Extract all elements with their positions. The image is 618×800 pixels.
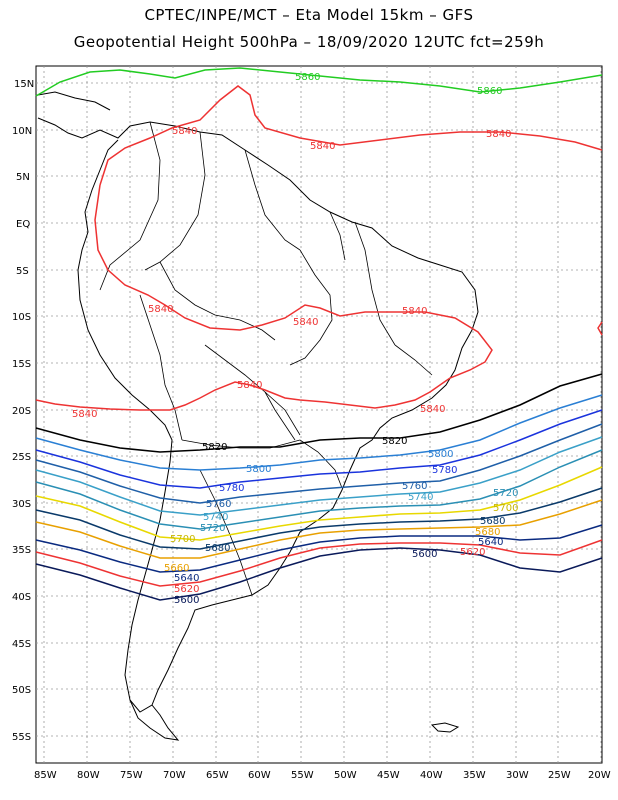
contour-5820 <box>35 373 603 453</box>
lat-label: 15S <box>12 359 31 370</box>
label-5860-a: 5860 <box>295 72 320 83</box>
contour-5660 <box>35 499 603 559</box>
map-title: CPTEC/INPE/MCT – Eta Model 15km – GFS <box>144 6 474 24</box>
lat-label: 50S <box>12 685 31 696</box>
lat-label: 45S <box>12 639 31 650</box>
label-5820-a: 5820 <box>202 442 227 453</box>
label-5840-b: 5840 <box>310 141 335 152</box>
label-5620-b: 5620 <box>460 547 485 558</box>
contour-5680 <box>35 487 603 550</box>
label-5800-a: 5800 <box>246 464 271 475</box>
label-5780-a: 5780 <box>219 483 244 494</box>
label-5640-a: 5640 <box>174 573 199 584</box>
label-5600-b: 5600 <box>412 549 437 560</box>
lat-label: 10N <box>12 126 32 137</box>
lat-label: 55S <box>12 732 31 743</box>
label-5840-e: 5840 <box>293 317 318 328</box>
lon-label: 55W <box>291 770 314 781</box>
lon-label: 85W <box>34 770 57 781</box>
map-subtitle: Geopotential Height 500hPa – 18/09/2020 … <box>73 33 545 51</box>
lon-label: 25W <box>548 770 571 781</box>
contour-5780 <box>35 409 603 489</box>
label-5840-d: 5840 <box>148 304 173 315</box>
map-frame <box>35 65 603 764</box>
label-5860-b: 5860 <box>477 86 502 97</box>
label-5840-g: 5840 <box>237 380 262 391</box>
lat-label: 20S <box>12 406 31 417</box>
contour-5840-north <box>35 184 493 411</box>
lon-label: 40W <box>420 770 443 781</box>
country-borders <box>99 121 433 596</box>
lon-label: 35W <box>463 770 486 781</box>
longitude-labels: 85W 80W 75W 70W 65W 60W 55W 50W 45W 40W … <box>34 770 611 781</box>
lat-label: 25S <box>12 452 31 463</box>
label-5700-a: 5700 <box>170 534 195 545</box>
lon-label: 45W <box>377 770 400 781</box>
label-5840-c: 5840 <box>486 129 511 140</box>
label-5720-b: 5720 <box>493 488 518 499</box>
lat-label: 35S <box>12 545 31 556</box>
lon-label: 50W <box>334 770 357 781</box>
lat-label: EQ <box>16 219 30 230</box>
contour-5800 <box>35 394 603 471</box>
coastline <box>37 91 479 741</box>
lon-label: 65W <box>206 770 229 781</box>
contour-5620 <box>35 539 603 587</box>
lon-label: 70W <box>163 770 186 781</box>
label-5820-b: 5820 <box>382 436 407 447</box>
label-5700-b: 5700 <box>493 503 518 514</box>
contour-5840-upper <box>99 85 603 186</box>
contour-5720 <box>35 449 603 530</box>
lat-label: 30S <box>12 499 31 510</box>
label-5840-f: 5840 <box>402 306 427 317</box>
lon-label: 80W <box>77 770 100 781</box>
contour-5840-edge <box>597 321 603 336</box>
lon-label: 60W <box>248 770 271 781</box>
label-5800-b: 5800 <box>428 449 453 460</box>
label-5660-b: 5680 <box>475 527 500 538</box>
contour-5760 <box>35 423 603 504</box>
label-5680-b: 5680 <box>480 516 505 527</box>
lat-label: 40S <box>12 592 31 603</box>
lat-label: 5S <box>16 266 29 277</box>
contour-5700 <box>35 466 603 541</box>
label-5840-a: 5840 <box>172 126 197 137</box>
lon-label: 30W <box>506 770 529 781</box>
contour-5860 <box>35 67 603 97</box>
label-5680-a: 5680 <box>205 543 230 554</box>
lat-label: 15N <box>14 79 34 90</box>
label-5840-h: 5840 <box>420 404 445 415</box>
lon-label: 20W <box>588 770 611 781</box>
contour-5600 <box>35 547 603 601</box>
label-5620-a: 5620 <box>174 584 199 595</box>
lat-label: 10S <box>12 312 31 323</box>
lat-label: 5N <box>16 172 30 183</box>
contour-5740 <box>35 436 603 516</box>
label-5740-a: 5740 <box>203 512 228 523</box>
graticule <box>36 66 602 763</box>
label-5840-i: 5840 <box>72 409 97 420</box>
label-5660-a: 5660 <box>164 563 189 574</box>
lon-label: 75W <box>120 770 143 781</box>
label-5740-b: 5740 <box>408 492 433 503</box>
label-5640-b: 5640 <box>478 537 503 548</box>
latitude-labels: 15N 10N 5N EQ 5S 10S 15S 20S 25S 30S 35S… <box>12 79 34 743</box>
label-5760-a: 5760 <box>206 499 231 510</box>
label-5720-a: 5720 <box>200 523 225 534</box>
label-5760-b: 5760 <box>402 481 427 492</box>
contour-5640 <box>35 524 603 573</box>
label-5780-b: 5780 <box>432 465 457 476</box>
label-5600-a: 5600 <box>174 595 199 606</box>
contour-labels: 5860 5860 5840 5840 5840 5840 5840 5840 … <box>72 72 518 606</box>
